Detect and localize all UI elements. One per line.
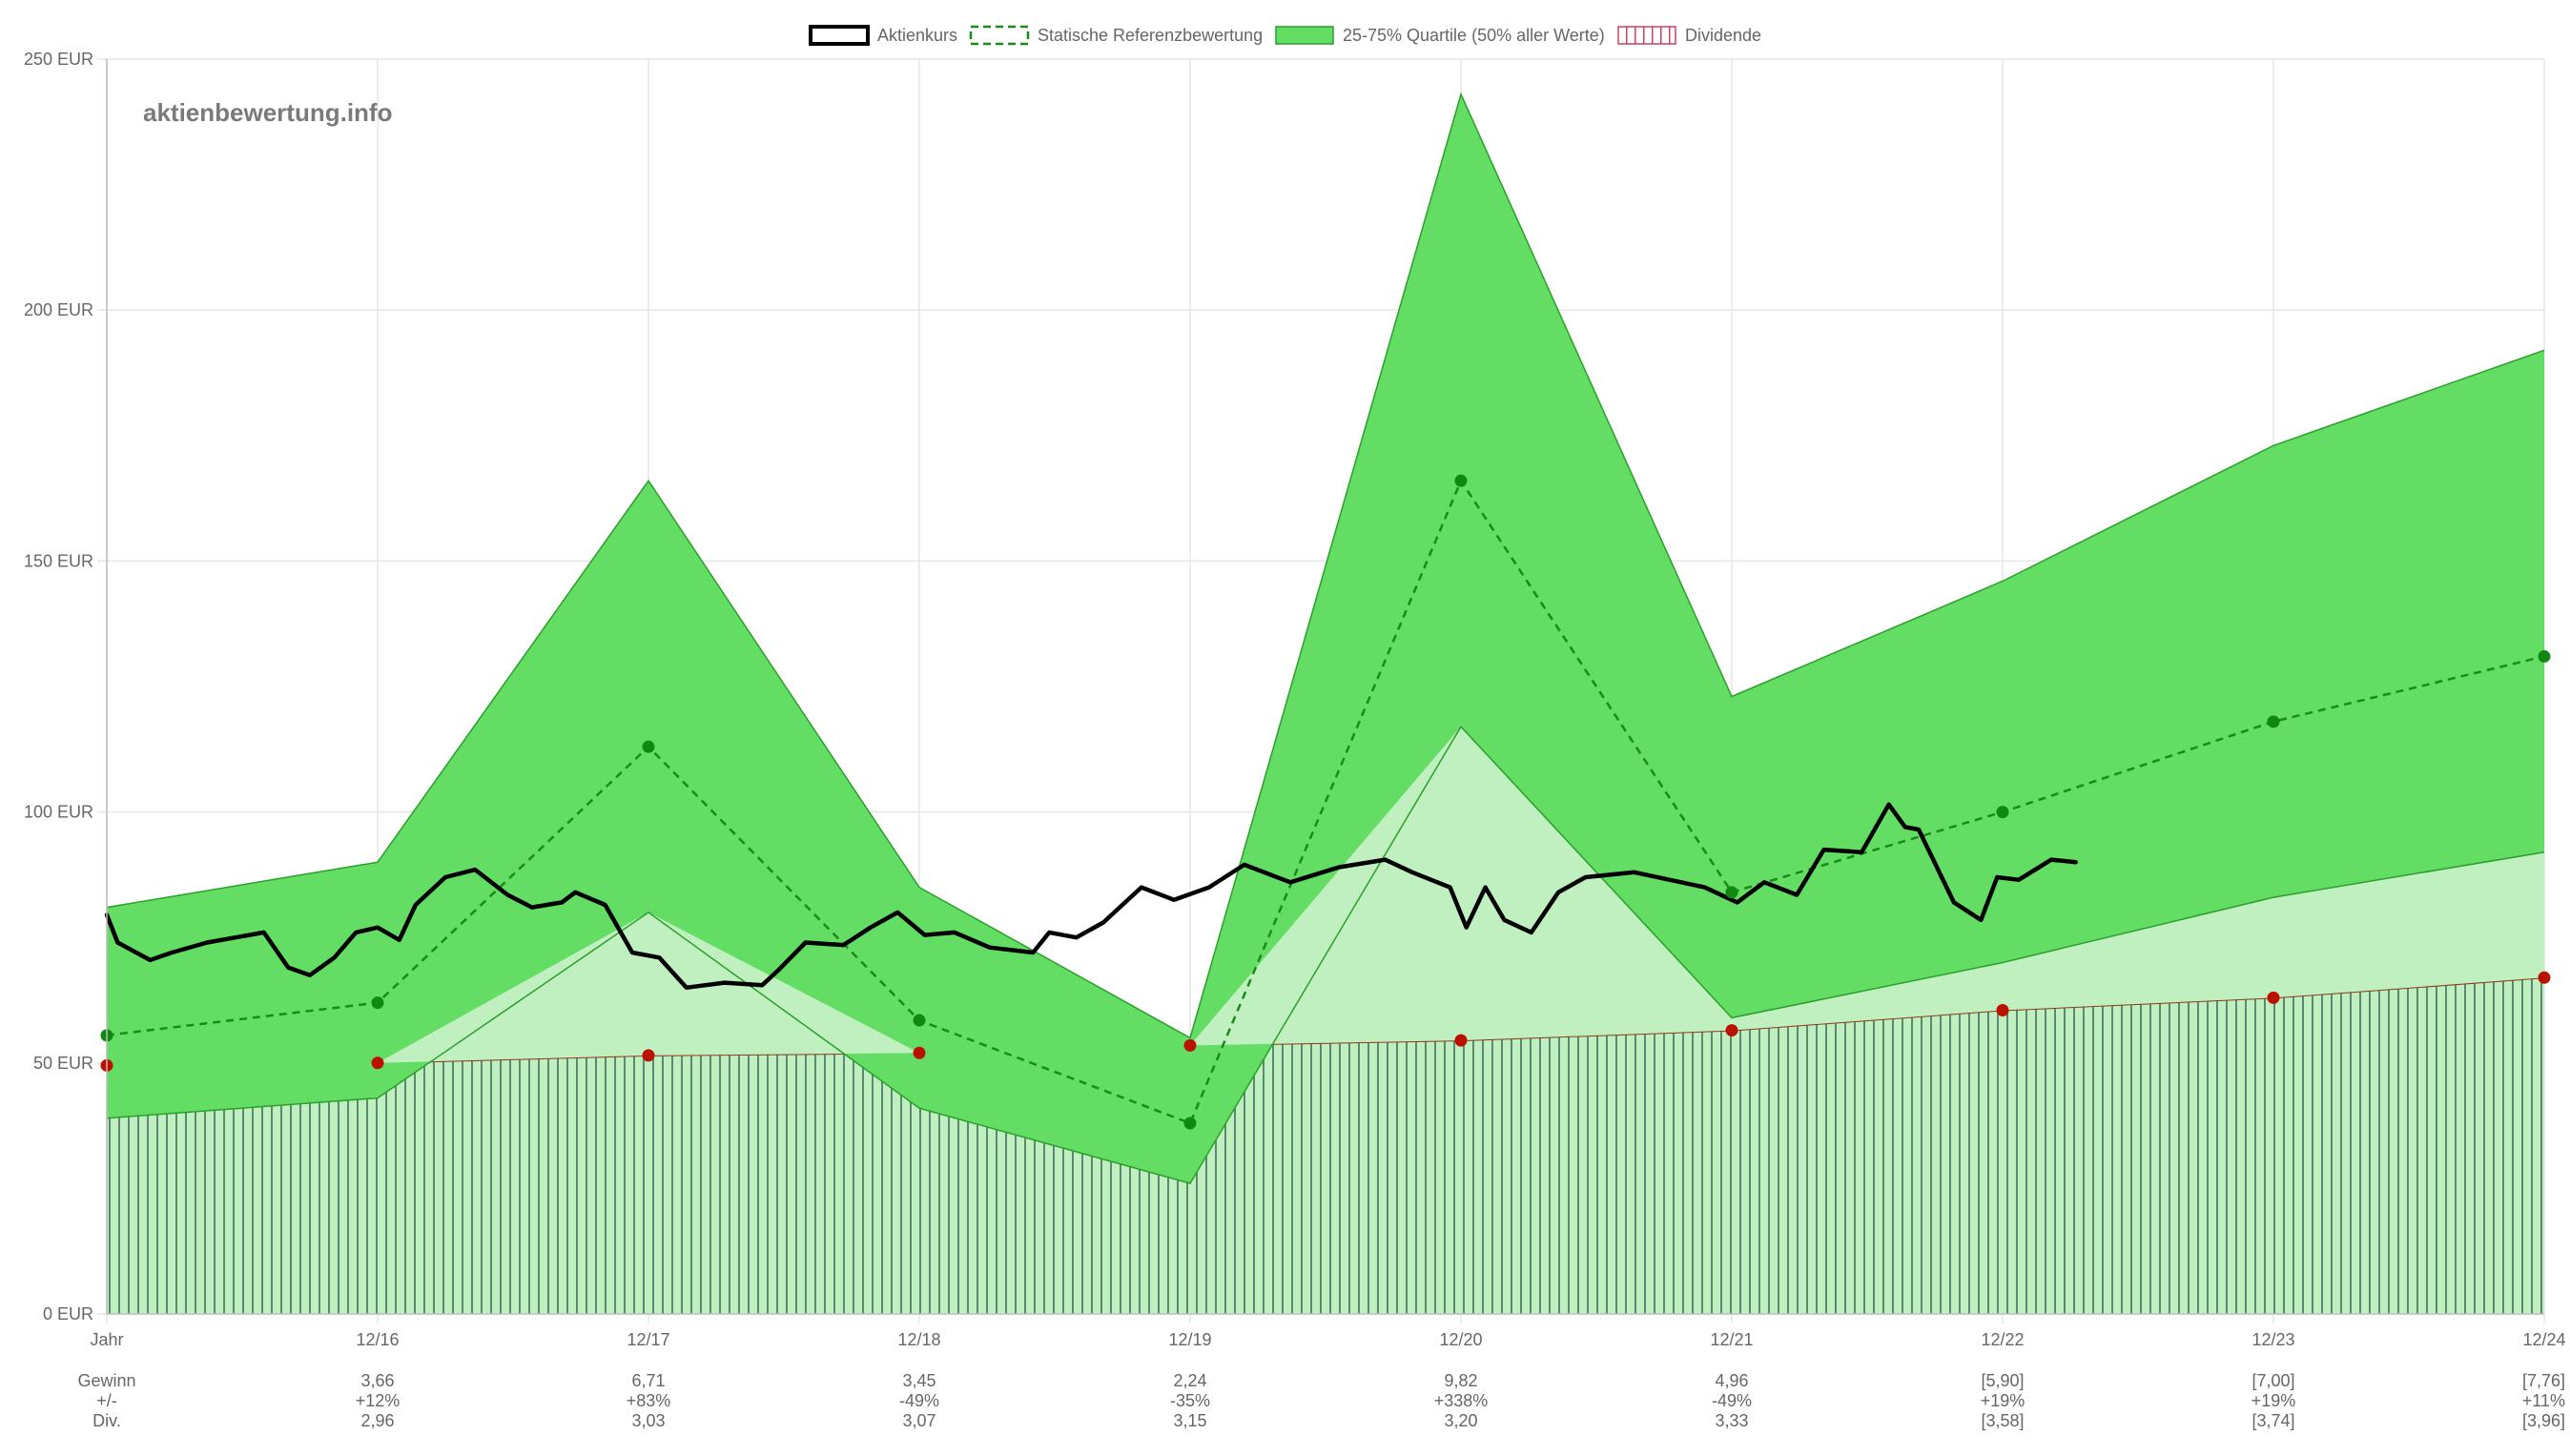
reference-point: [1183, 1117, 1197, 1130]
reference-point: [1454, 474, 1468, 487]
x-axis: Jahr 12/16 12/17 12/18 12/19 12/20 12/21 12/22 1…: [90, 1313, 2566, 1349]
table-cell: 9,82: [1444, 1371, 1477, 1390]
dividend-point: [2267, 991, 2280, 1004]
dividend-point: [1725, 1024, 1738, 1037]
x-tick-label: 12/24: [2522, 1330, 2565, 1349]
legend-label: Dividende: [1685, 26, 1761, 45]
lower-band: [106, 725, 2545, 1184]
y-tick-label: 0 EUR: [43, 1304, 93, 1323]
reference-line: [106, 478, 2545, 1125]
table-cell: [3,96]: [2522, 1411, 2565, 1430]
y-axis: 0 EUR 50 EUR 100 EUR 150 EUR 200 EUR 250 EUR: [24, 50, 108, 1323]
table-cell: 3,20: [1444, 1411, 1477, 1430]
quartile-lower-line: [106, 725, 2545, 1184]
table-row-label: +/-: [96, 1391, 117, 1410]
dividend-point: [1454, 1034, 1468, 1047]
legend-swatch-quartile: [1275, 26, 1334, 45]
reference-point: [642, 740, 655, 753]
table-cell: 3,33: [1715, 1411, 1748, 1430]
table-cell: [7,76]: [2522, 1371, 2565, 1390]
dividend-fill: [107, 977, 2544, 1314]
y-tick-label: 200 EUR: [24, 300, 93, 319]
table-cell: +11%: [2522, 1391, 2565, 1410]
x-tick-label: Jahr: [90, 1330, 123, 1349]
y-tick-label: 150 EUR: [24, 551, 93, 570]
dividend-point: [2538, 971, 2551, 984]
legend-item-price[interactable]: Aktienkurs: [809, 25, 957, 46]
data-table: Gewinn+/-Div. 3,66+12%2,96 6,71+83%3,03 3,4…: [77, 1371, 2565, 1430]
reference-point: [371, 996, 384, 1010]
table-cell: -49%: [899, 1391, 939, 1410]
x-tick-label: 12/23: [2251, 1330, 2294, 1349]
table-cell: [5,90]: [1981, 1371, 2024, 1390]
reference-valuation: [106, 478, 2545, 1125]
legend-swatch-ref: [969, 25, 1030, 46]
dividend-point: [913, 1046, 926, 1059]
dividend-point: [371, 1056, 384, 1070]
table-cell: 2,24: [1173, 1371, 1206, 1390]
table-cell: 6,71: [631, 1371, 665, 1390]
dividend-point: [642, 1049, 655, 1062]
table-cell: 3,15: [1173, 1411, 1206, 1430]
reference-point: [1996, 806, 2009, 819]
price-line: [104, 802, 2078, 991]
table-cell: [7,00]: [2251, 1371, 2294, 1390]
legend-swatch-dividend: [1617, 26, 1676, 45]
x-tick-label: 12/20: [1439, 1330, 1482, 1349]
stock-price: [104, 802, 2078, 991]
legend-label: Statische Referenzbewertung: [1038, 26, 1263, 45]
quartile-band-fill: [107, 93, 2544, 1184]
legend-item-quartile[interactable]: 25-75% Quartile (50% aller Werte): [1275, 26, 1605, 45]
table-row-label: Gewinn: [77, 1371, 135, 1390]
dividend-point: [1183, 1038, 1197, 1052]
table-cell: +19%: [2251, 1391, 2296, 1410]
reference-point: [2538, 649, 2551, 663]
legend-label: 25-75% Quartile (50% aller Werte): [1343, 26, 1605, 45]
reference-point: [2267, 715, 2280, 728]
table-cell: 2,96: [360, 1411, 394, 1430]
reference-point: [913, 1014, 926, 1027]
y-tick-label: 100 EUR: [24, 803, 93, 822]
table-cell: +338%: [1434, 1391, 1489, 1410]
legend: Aktienkurs Statische Referenzbewertung 25-…: [809, 25, 1761, 46]
x-tick-label: 12/16: [356, 1330, 399, 1349]
quartile-band: [106, 92, 2545, 1184]
y-tick-label: 250 EUR: [24, 50, 93, 69]
quartile-upper-line: [106, 92, 2545, 1039]
table-cell: 3,45: [902, 1371, 935, 1390]
table-cell: [3,58]: [1981, 1411, 2024, 1430]
table-cell: -49%: [1712, 1391, 1752, 1410]
watermark: aktienbewertung.info: [143, 98, 392, 127]
table-cell: +19%: [1981, 1391, 2025, 1410]
table-cell: 4,96: [1715, 1371, 1748, 1390]
table-cell: +12%: [356, 1391, 401, 1410]
x-tick-label: 12/18: [897, 1330, 940, 1349]
legend-item-ref[interactable]: Statische Referenzbewertung: [969, 25, 1263, 46]
x-tick-label: 12/21: [1710, 1330, 1753, 1349]
x-tick-label: 12/17: [627, 1330, 669, 1349]
legend-swatch-price: [809, 25, 870, 46]
x-tick-label: 12/22: [1981, 1330, 2024, 1349]
reference-point: [1725, 886, 1738, 899]
lower-band-fill: [107, 727, 2544, 1066]
table-cell: +83%: [627, 1391, 671, 1410]
table-cell: 3,07: [902, 1411, 935, 1430]
table-cell: -35%: [1170, 1391, 1210, 1410]
table-row-label: Div.: [93, 1411, 121, 1430]
x-tick-label: 12/19: [1168, 1330, 1211, 1349]
table-cell: 3,66: [360, 1371, 394, 1390]
dividend-point: [1996, 1004, 2009, 1017]
legend-label: Aktienkurs: [877, 26, 957, 45]
table-cell: 3,03: [631, 1411, 665, 1430]
legend-item-dividend[interactable]: Dividende: [1617, 26, 1761, 45]
table-cell: [3,74]: [2251, 1411, 2294, 1430]
y-tick-label: 50 EUR: [33, 1054, 93, 1073]
